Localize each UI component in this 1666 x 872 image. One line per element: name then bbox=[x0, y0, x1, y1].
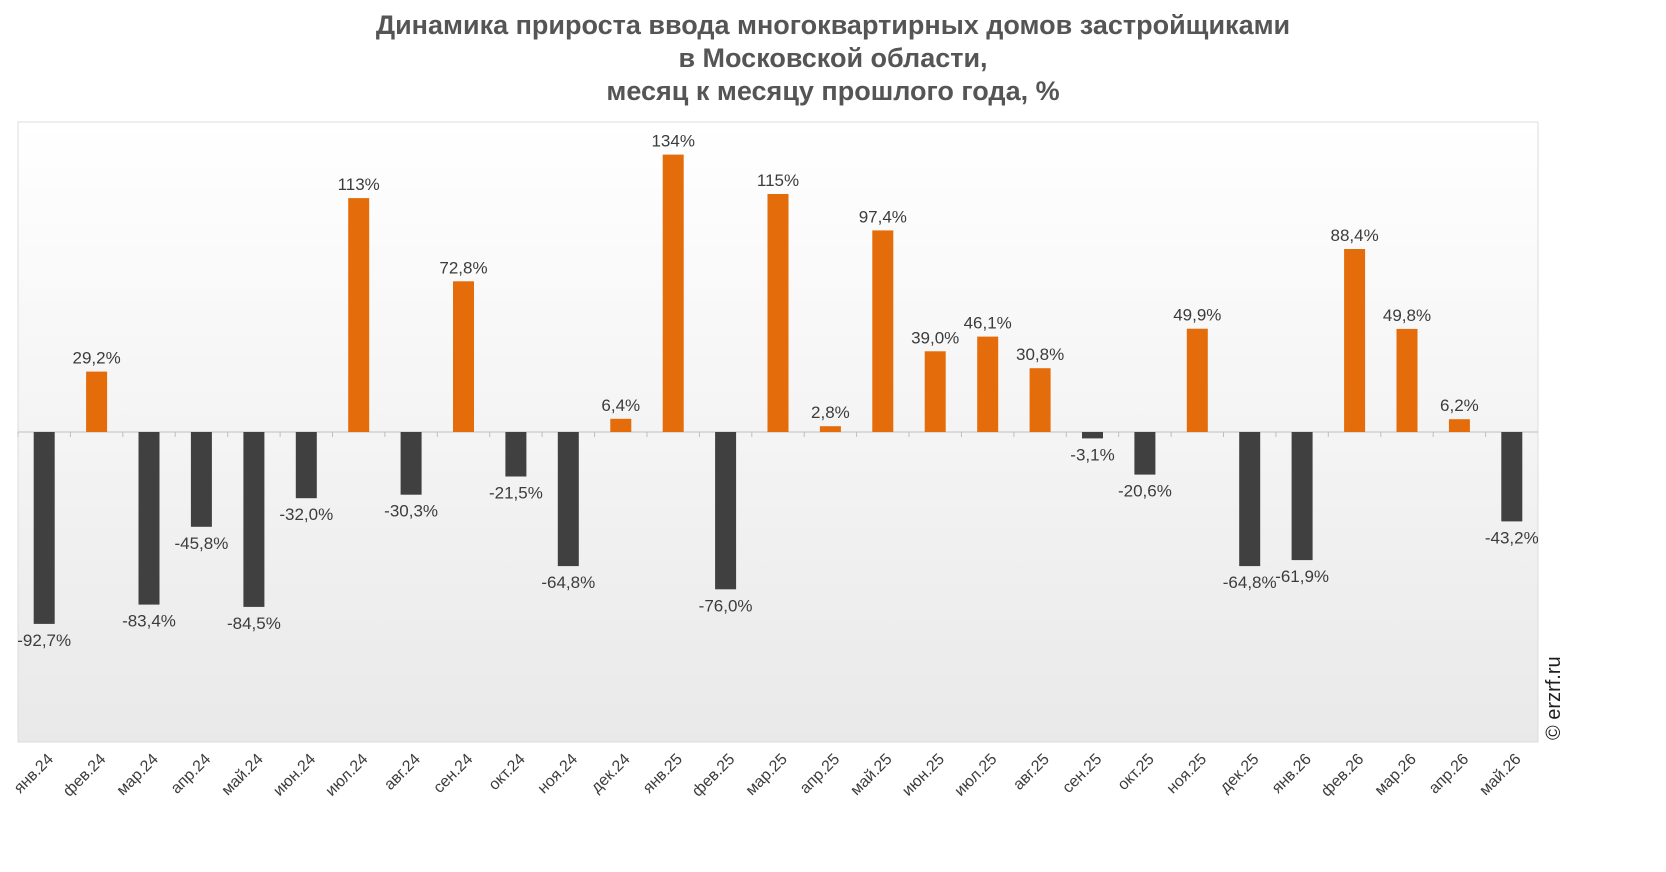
x-tick-label: окт.24 bbox=[486, 751, 529, 794]
data-label: -45,8% bbox=[174, 534, 228, 553]
data-label: 97,4% bbox=[859, 207, 907, 226]
data-label: 6,4% bbox=[601, 396, 640, 415]
data-label: 2,8% bbox=[811, 403, 850, 422]
data-label: -83,4% bbox=[122, 612, 176, 631]
data-label: 6,2% bbox=[1440, 396, 1479, 415]
watermark-text: © erzrf.ru bbox=[1543, 656, 1565, 740]
x-tick-label: янв.25 bbox=[640, 751, 686, 797]
bar bbox=[1239, 432, 1261, 567]
bar bbox=[1186, 328, 1208, 432]
x-tick-label: мар.26 bbox=[1372, 751, 1420, 799]
x-tick-label: май.24 bbox=[219, 751, 267, 799]
data-label: 49,9% bbox=[1173, 306, 1221, 325]
data-label: -61,9% bbox=[1275, 567, 1329, 586]
data-label: -32,0% bbox=[279, 505, 333, 524]
x-tick-label: сен.24 bbox=[430, 751, 476, 797]
bar bbox=[86, 371, 108, 432]
x-tick-label: апр.25 bbox=[797, 751, 844, 798]
x-tick-label: июн.24 bbox=[270, 751, 319, 800]
x-tick-label: авг.24 bbox=[381, 751, 424, 794]
bar bbox=[819, 426, 841, 432]
x-tick-label: окт.25 bbox=[1115, 751, 1158, 794]
data-label: 30,8% bbox=[1016, 345, 1064, 364]
data-label: 88,4% bbox=[1330, 226, 1378, 245]
bar bbox=[872, 230, 894, 432]
chart-title-line-1: Динамика прироста ввода многоквартирных … bbox=[375, 10, 1291, 40]
bar bbox=[1501, 432, 1523, 522]
x-tick-label: дек.24 bbox=[588, 751, 634, 797]
x-tick-label: ноя.24 bbox=[535, 751, 581, 797]
data-label: 29,2% bbox=[72, 349, 120, 368]
data-label: -21,5% bbox=[489, 484, 543, 503]
bar bbox=[1291, 432, 1313, 561]
bar bbox=[662, 154, 684, 432]
x-tick-label: апр.24 bbox=[168, 751, 215, 798]
bar bbox=[1082, 432, 1103, 439]
data-label: 49,8% bbox=[1383, 306, 1431, 325]
bar bbox=[715, 432, 737, 590]
x-tick-label: фев.26 bbox=[1318, 751, 1367, 800]
chart-title-line-3: месяц к месяцу прошлого года, % bbox=[606, 76, 1060, 106]
x-tick-label: июл.25 bbox=[952, 751, 1001, 800]
bar bbox=[400, 432, 422, 495]
data-label: 115% bbox=[757, 171, 799, 190]
x-tick-label: фев.24 bbox=[60, 751, 109, 800]
data-label: 113% bbox=[338, 175, 380, 194]
bar bbox=[1344, 249, 1366, 432]
bar bbox=[1134, 432, 1156, 475]
x-tick-label: янв.24 bbox=[11, 751, 57, 797]
data-label: 46,1% bbox=[964, 314, 1012, 333]
bar bbox=[610, 418, 632, 432]
bar bbox=[190, 432, 212, 527]
bar bbox=[977, 336, 999, 432]
x-tick-label: сен.25 bbox=[1059, 751, 1105, 797]
data-label: 72,8% bbox=[439, 258, 487, 277]
x-tick-label: фев.25 bbox=[689, 751, 738, 800]
bar bbox=[924, 351, 946, 432]
data-label: -76,0% bbox=[699, 596, 753, 615]
data-label: -64,8% bbox=[541, 573, 595, 592]
bar bbox=[1396, 328, 1418, 432]
data-label: -43,2% bbox=[1485, 528, 1539, 547]
data-label: -84,5% bbox=[227, 614, 281, 633]
data-label: -92,7% bbox=[17, 631, 71, 650]
bar bbox=[295, 432, 317, 499]
x-tick-label: мар.24 bbox=[114, 751, 162, 799]
x-tick-label: янв.26 bbox=[1269, 751, 1315, 797]
bar bbox=[557, 432, 579, 567]
bar bbox=[348, 198, 370, 432]
data-label: 134% bbox=[651, 132, 694, 151]
bar bbox=[243, 432, 265, 607]
bar bbox=[453, 281, 474, 432]
bar bbox=[505, 432, 527, 477]
bar bbox=[1448, 419, 1470, 432]
data-label: -20,6% bbox=[1118, 482, 1172, 501]
x-tick-label: ноя.25 bbox=[1164, 751, 1210, 797]
data-label: 39,0% bbox=[911, 328, 959, 347]
x-tick-label: май.26 bbox=[1476, 751, 1524, 799]
bar bbox=[767, 194, 789, 432]
x-tick-label: апр.26 bbox=[1426, 751, 1473, 798]
bar bbox=[1029, 368, 1051, 432]
x-tick-label: май.25 bbox=[847, 751, 895, 799]
x-tick-label: дек.25 bbox=[1217, 751, 1263, 797]
data-label: -64,8% bbox=[1223, 573, 1277, 592]
data-label: -30,3% bbox=[384, 502, 438, 521]
bar bbox=[33, 432, 55, 624]
x-tick-label: июл.24 bbox=[323, 751, 372, 800]
x-tick-label: авг.25 bbox=[1010, 751, 1053, 794]
data-label: -3,1% bbox=[1070, 445, 1114, 464]
chart-title-line-2: в Московской области, bbox=[678, 43, 988, 73]
x-tick-label: мар.25 bbox=[743, 751, 791, 799]
bar bbox=[138, 432, 160, 605]
x-tick-label: июн.25 bbox=[899, 751, 948, 800]
